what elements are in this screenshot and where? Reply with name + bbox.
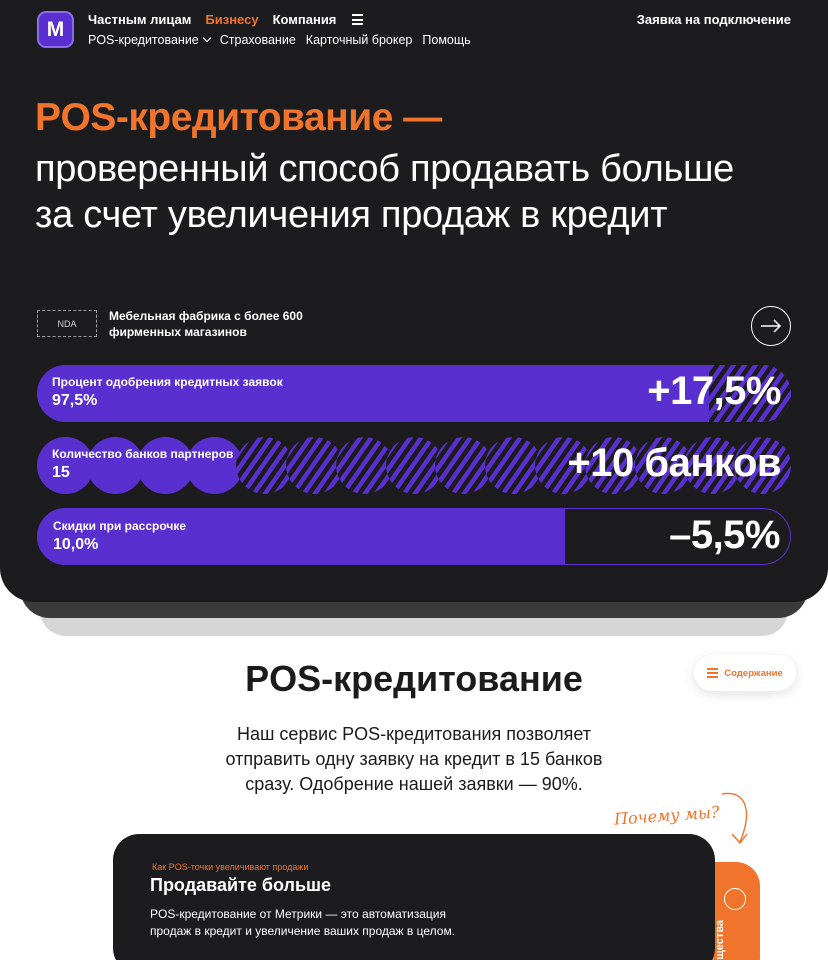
bank-circle-added <box>634 437 692 494</box>
secondary-nav: POS-кредитование Страхование Карточный б… <box>88 33 471 47</box>
nav-item-private[interactable]: Частным лицам <box>88 12 192 27</box>
chevron-down-icon <box>202 33 212 43</box>
why-us-note: Почему мы? <box>613 802 721 829</box>
hero-section: M Частным лицам Бизнесу Компания POS-кре… <box>0 0 828 602</box>
bank-circle-added <box>485 437 543 494</box>
bank-circle-current <box>186 437 244 494</box>
bank-circle-added <box>584 437 642 494</box>
section-lead: Наш сервис POS-кредитования позволяет от… <box>225 724 603 794</box>
contents-button[interactable]: Содержание <box>694 655 796 691</box>
metric-delta: –5,5% <box>669 513 780 557</box>
metric-label: Количество банков партнеров <box>52 447 234 461</box>
bank-circle-current <box>86 437 144 494</box>
metric-delta: +17,5% <box>647 369 781 413</box>
burger-icon[interactable] <box>352 14 364 25</box>
subnav-item-label: POS-кредитование <box>88 33 199 47</box>
card-title: Продавайте больше <box>150 875 332 895</box>
advantages-tab-label: ущества <box>714 920 726 960</box>
bank-circle-added <box>535 437 592 494</box>
increase-stripes <box>709 365 791 422</box>
metric-bank-partners: Количество банков партнеров 15 +10 банко… <box>37 437 792 494</box>
metric-delta: +10 банков <box>567 441 781 485</box>
card-text: POS-кредитование от Метрики — это автома… <box>150 907 456 938</box>
metric-value: 15 <box>52 464 70 481</box>
metric-approval-rate: Процент одобрения кредитных заявок 97,5%… <box>37 365 791 422</box>
subnav-item-card-broker[interactable]: Карточный брокер <box>305 33 413 47</box>
bank-circle-added <box>734 437 792 494</box>
bank-circle-added <box>286 437 343 494</box>
hero-title: проверенный способ продавать больше за с… <box>35 148 734 236</box>
arrow-right-icon <box>761 319 782 333</box>
section-title: POS-кредитование <box>245 658 583 699</box>
bank-circle-added <box>236 437 294 494</box>
subnav-item-insurance[interactable]: Страхование <box>219 33 296 47</box>
bank-circle-current <box>136 437 194 494</box>
logo[interactable]: M <box>37 11 74 48</box>
list-icon <box>707 668 719 678</box>
contents-button-label: Содержание <box>724 667 783 679</box>
bank-circle-added <box>385 437 443 494</box>
primary-nav: Частным лицам Бизнесу Компания <box>88 12 364 27</box>
subnav-item-pos[interactable]: POS-кредитование <box>88 33 212 47</box>
bank-circle-added <box>435 437 493 494</box>
card-kicker: Как POS-точки увеличивают продажи <box>152 862 309 872</box>
request-connection-link[interactable]: Заявка на подключение <box>636 12 791 27</box>
nav-item-company[interactable]: Компания <box>272 12 337 27</box>
bank-circle-added <box>684 437 742 494</box>
nda-badge: NDA <box>37 310 97 337</box>
client-description: Мебельная фабрика с более 600 фирменных … <box>109 309 303 339</box>
metric-value: 97,5% <box>52 392 98 409</box>
metric-label: Процент одобрения кредитных заявок <box>52 375 283 389</box>
subnav-item-help[interactable]: Помощь <box>422 33 471 47</box>
curved-arrow-icon <box>721 792 748 845</box>
metric-value: 10,0% <box>53 536 99 553</box>
decrease-segment <box>565 509 790 564</box>
metric-label: Скидки при рассрочке <box>53 519 187 533</box>
hero-title-accent: POS-кредитование — <box>35 96 442 139</box>
bank-circle-added <box>335 437 393 494</box>
circle-icon <box>724 888 746 910</box>
bank-circle-current <box>37 437 94 494</box>
nav-item-business[interactable]: Бизнесу <box>205 12 259 27</box>
metric-installment-discount: Скидки при рассрочке 10,0% –5,5% <box>37 508 791 565</box>
feature-card: Как POS-точки увеличивают продажи Продав… <box>113 834 715 960</box>
next-case-button[interactable] <box>751 306 791 346</box>
